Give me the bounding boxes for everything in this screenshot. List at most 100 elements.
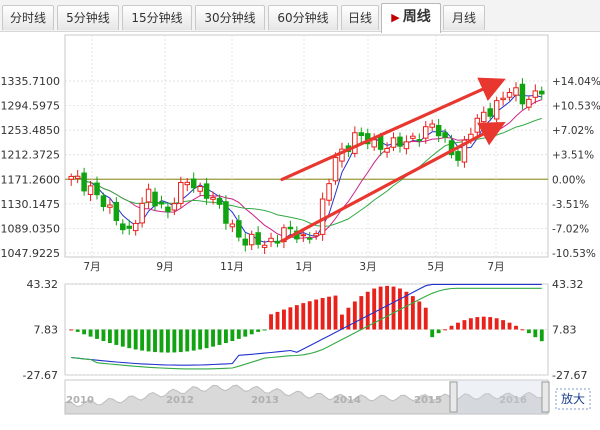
macd-bar	[494, 318, 499, 330]
macd-bar	[95, 329, 99, 339]
macd-bar	[243, 329, 248, 337]
macd-line	[71, 287, 542, 370]
macd-bar	[275, 311, 280, 330]
candle-body	[216, 197, 223, 205]
price-tick-label: 1253.4850	[1, 124, 61, 137]
macd-bar	[269, 314, 273, 330]
candle-body	[132, 222, 139, 232]
candle-body	[152, 191, 158, 207]
navigator-year-label: 2013	[251, 395, 279, 406]
tab-monthly[interactable]: 月线	[443, 5, 485, 30]
candle-body	[287, 226, 294, 230]
macd-bar	[417, 301, 422, 330]
macd-bar	[69, 329, 74, 331]
macd-bar	[211, 329, 215, 347]
candle-body	[139, 202, 145, 224]
period-tab-bar: 分时线 5分钟线 15分钟线 30分钟线 60分钟线 日线 ▶ 周线 月线	[0, 0, 600, 33]
tab-15min[interactable]: 15分钟线	[122, 5, 192, 30]
macd-bar	[462, 320, 467, 330]
navigator-right-handle[interactable]	[541, 381, 550, 413]
macd-line	[71, 283, 542, 366]
macd-bar	[410, 296, 415, 330]
macd-bar	[359, 296, 364, 330]
macd-bar	[294, 305, 299, 330]
candle-body	[313, 233, 319, 237]
navigator-year-label: 2012	[166, 395, 194, 406]
tab-weekly-label: 周线	[402, 9, 431, 25]
tab-60min[interactable]: 60分钟线	[268, 5, 338, 30]
macd-bar	[159, 329, 164, 353]
price-tick-label: 1171.2600	[1, 173, 61, 186]
candle-body	[532, 90, 539, 98]
tab-5min[interactable]: 5分钟线	[57, 5, 119, 30]
time-tick-label: 7月	[83, 261, 100, 273]
macd-bar	[133, 329, 138, 350]
tab-intraday[interactable]: 分时线	[2, 5, 54, 30]
tab-weekly[interactable]: ▶ 周线	[381, 3, 441, 33]
macd-bar	[204, 329, 209, 349]
candle-body	[236, 220, 242, 238]
candle-body	[255, 232, 261, 245]
trend-arrow	[280, 77, 506, 182]
macd-bar	[385, 285, 390, 330]
macd-tick-label-left: 7.83	[34, 323, 59, 336]
price-tick-label: 1212.3725	[1, 149, 61, 162]
macd-bar	[82, 329, 87, 335]
candle-body	[371, 139, 377, 148]
candle-body	[261, 244, 268, 248]
percent-tick-label: -10.53%	[552, 248, 596, 260]
macd-bar	[262, 329, 267, 331]
candle-body	[171, 203, 178, 211]
navigator-area	[64, 384, 549, 415]
candle-body	[442, 132, 448, 138]
macd-axis: 43.32 43.32 7.83 7.83 -27.67 -27.67	[23, 278, 588, 382]
price-axis-left: 1335.7100 1294.5975 1253.4850 1212.3725 1171…	[1, 75, 61, 260]
candle-body	[403, 141, 410, 150]
candle-body	[435, 124, 442, 137]
candle-body	[113, 202, 120, 221]
macd-bar	[404, 291, 409, 330]
candle-body	[422, 126, 429, 139]
macd-bar	[223, 329, 228, 344]
candle-body	[429, 123, 435, 128]
trend-arrow	[280, 122, 506, 243]
percent-axis-right: +14.04% +10.53% +7.02% +3.51% 0.00% -3.51% -7.…	[552, 76, 600, 260]
candle-body	[203, 183, 210, 199]
navigator-selection[interactable]	[449, 380, 548, 414]
macd-bar	[114, 329, 119, 345]
candle-body	[526, 98, 532, 108]
percent-tick-label: +7.02%	[552, 125, 594, 137]
navigator-year-label: 2016	[499, 395, 527, 406]
active-tab-marker-icon: ▶	[391, 11, 400, 24]
macd-bar	[352, 301, 357, 330]
candle-body	[487, 108, 493, 117]
zoom-button[interactable]	[555, 388, 591, 410]
macd-bar	[320, 298, 325, 330]
tab-30min[interactable]: 30分钟线	[195, 5, 265, 30]
macd-bar	[282, 309, 286, 330]
time-axis: 7月 9月 11月 1月 3月 5月 7月	[83, 261, 504, 273]
time-tick-label: 11月	[220, 261, 244, 273]
trend-arrows	[280, 77, 506, 243]
tab-daily[interactable]: 日线	[341, 5, 379, 30]
percent-tick-label: +14.04%	[552, 76, 600, 88]
macd-bar	[314, 299, 319, 330]
macd-bar	[307, 301, 312, 330]
candle-body	[107, 204, 113, 208]
time-tick-label: 7月	[487, 261, 504, 273]
time-tick-label: 5月	[427, 261, 444, 273]
candlestick-series	[68, 78, 545, 254]
candle-body	[539, 90, 545, 95]
macd-bar	[120, 329, 125, 347]
candle-body	[94, 182, 100, 196]
macd-bar	[539, 329, 544, 342]
macd-bar	[249, 329, 254, 335]
candle-body	[384, 147, 390, 153]
percent-tick-label: +3.51%	[552, 150, 594, 162]
macd-bar	[333, 295, 338, 330]
macd-bar	[365, 291, 370, 330]
macd-bar	[165, 329, 170, 353]
navigator-left-handle[interactable]	[449, 381, 458, 413]
candle-body	[223, 201, 229, 224]
